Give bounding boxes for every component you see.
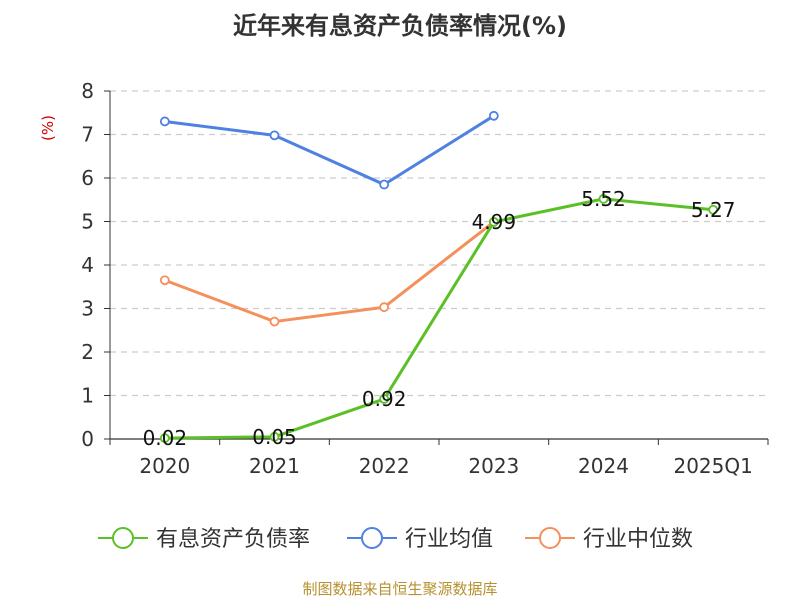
legend-marker [112,527,134,549]
chart-title: 近年来有息资产负债率情况(%) [233,12,567,40]
data-source-note: 制图数据来自恒生聚源数据库 [302,580,498,598]
x-tick-label: 2022 [359,454,410,478]
data-label: 5.52 [581,187,626,211]
data-label: 0.02 [143,426,188,450]
data-point [379,302,390,313]
data-label: 5.27 [691,198,736,222]
x-tick-label: 2025Q1 [673,454,752,478]
axes: 0 1 2 3 4 5 6 7 8 (%) 2020 2021 2022 2023 2024 2025Q1 [39,79,769,478]
data-point [598,193,609,204]
data-point [269,130,280,141]
y-tick-label: 7 [81,123,94,147]
legend[interactable]: 有息资产负债率 行业均值 行业中位数 [98,527,693,552]
legend-label: 行业中位数 [583,527,693,552]
data-point [159,116,170,127]
y-tick-label: 5 [81,210,94,234]
data-label: 0.05 [252,425,297,449]
y-axis-label: (%) [39,115,57,141]
x-tick-label: 2021 [249,454,300,478]
data-point [159,275,170,286]
series-line [164,114,495,187]
series-line [164,220,495,324]
x-tick-label: 2023 [468,454,519,478]
data-label: 0.92 [362,387,407,411]
y-tick-label: 8 [81,79,94,103]
data-point [269,431,280,442]
y-tick-label: 3 [81,297,94,321]
data-point [269,316,280,327]
x-tick-label: 2024 [578,454,629,478]
y-tick-label: 4 [81,253,94,277]
y-tick-label: 6 [81,166,94,190]
data-point [159,433,170,444]
y-tick-label: 0 [81,427,94,451]
series-line [164,197,714,440]
data-labels: 0.02 0.05 0.92 4.99 5.52 5.27 [143,187,736,450]
legend-label: 行业均值 [405,527,493,552]
data-point [488,217,499,227]
legend-marker [361,527,383,549]
data-label: 4.99 [472,210,517,234]
grid-lines [110,90,768,397]
data-point [379,179,390,190]
y-tick-label: 2 [81,340,94,364]
data-point [488,110,499,121]
data-point [708,204,719,215]
legend-label: 有息资产负债率 [156,527,310,552]
y-tick-label: 1 [81,384,94,408]
data-point [379,394,390,404]
series [159,110,719,444]
legend-marker [539,527,561,549]
x-tick-label: 2020 [139,454,190,478]
